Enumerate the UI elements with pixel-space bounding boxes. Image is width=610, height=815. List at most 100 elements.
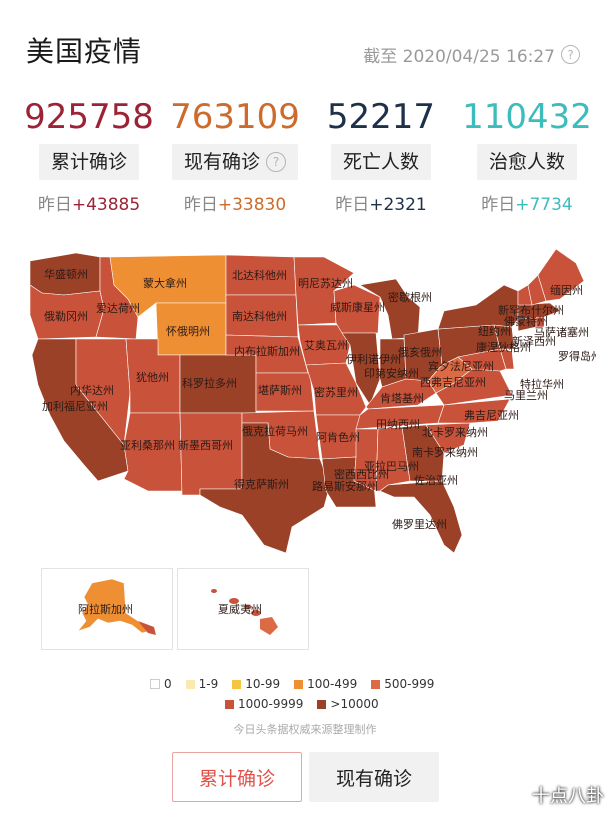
legend-swatch xyxy=(317,699,327,709)
state-label: 俄亥俄州 xyxy=(398,345,442,359)
state-missouri[interactable] xyxy=(305,362,367,416)
state-label: 得克萨斯州 xyxy=(234,478,289,491)
legend-item: 500-999 xyxy=(371,677,434,691)
state-label: 康涅狄格州 xyxy=(476,340,531,354)
state-label: 夏威夷州 xyxy=(218,603,262,616)
header: 美国疫情 截至 2020/04/25 16:27 ? xyxy=(0,0,610,80)
state-georgia[interactable] xyxy=(401,424,445,482)
state-label: 马萨诸塞州 xyxy=(534,325,589,339)
state-label: 佛罗里达州 xyxy=(392,518,447,531)
state-label: 蒙大拿州 xyxy=(143,276,187,290)
stat-label: 累计确诊 xyxy=(38,144,139,180)
state-maine[interactable] xyxy=(537,248,585,302)
state-wisconsin[interactable] xyxy=(333,284,381,334)
question-circle-icon[interactable]: ? xyxy=(561,45,580,64)
stat-value: 925758 xyxy=(24,97,154,137)
stat-delta-prefix: 昨日 xyxy=(335,195,370,215)
state-new-mexico[interactable] xyxy=(179,412,243,496)
state-mississippi[interactable] xyxy=(353,428,379,492)
state-label: 路易斯安那州 xyxy=(312,479,378,493)
stat-delta-prefix: 昨日 xyxy=(481,195,516,215)
state-label: 加利福尼亚州 xyxy=(42,399,108,413)
hawaii-map[interactable]: 夏威夷州 xyxy=(178,569,308,649)
state-label: 威斯康星州 xyxy=(330,300,385,314)
alaska-map[interactable]: 阿拉斯加州 xyxy=(42,569,172,649)
legend-label: >10000 xyxy=(330,697,379,711)
stat-label: 治愈人数 xyxy=(476,144,577,180)
state-nevada[interactable] xyxy=(75,338,131,446)
state-label: 亚拉巴马州 xyxy=(364,459,419,473)
state-label: 南卡罗来纳州 xyxy=(412,446,478,459)
state-label: 阿肯色州 xyxy=(316,430,360,444)
state-massachusetts[interactable] xyxy=(517,302,561,320)
hawaii-island xyxy=(229,598,239,604)
alaska-inset[interactable]: 阿拉斯加州 xyxy=(41,568,173,650)
watermark: 十点八卦 xyxy=(532,786,604,807)
state-label: 亚利桑那州 xyxy=(120,439,175,452)
state-label: 佐治亚州 xyxy=(414,473,458,487)
state-label: 阿拉斯加州 xyxy=(78,602,133,616)
current-confirmed-button[interactable]: 现有确诊 xyxy=(309,752,439,802)
state-maryland[interactable] xyxy=(457,348,507,372)
stat-label: 死亡人数 xyxy=(330,144,431,180)
legend-swatch xyxy=(371,679,381,689)
state-north-carolina[interactable] xyxy=(437,398,511,424)
state-label: 密西西比州 xyxy=(334,467,389,481)
stat-delta-value: +33830 xyxy=(217,195,287,215)
us-map[interactable]: 华盛顿州 蒙大拿州 北达科他州 明尼苏达州 缅因州 俄勒冈州 爱达荷州 怀俄明州… xyxy=(24,245,596,565)
stat-delta: 昨日+43885 xyxy=(38,190,140,215)
state-label: 肯塔基州 xyxy=(380,392,424,405)
cumulative-confirmed-button[interactable]: 累计确诊 xyxy=(172,752,302,802)
state-label: 北达科他州 xyxy=(232,268,287,282)
stat-delta: 昨日+33830 xyxy=(184,190,286,215)
state-label: 内布拉斯加州 xyxy=(234,344,300,358)
state-label: 罗得岛州 xyxy=(558,349,596,363)
stat-label: 现有确诊? xyxy=(171,144,298,180)
legend-swatch xyxy=(185,679,195,689)
legend-item: >10000 xyxy=(317,697,379,711)
stat-value: 110432 xyxy=(462,97,592,137)
state-label: 北卡罗来纳州 xyxy=(422,426,488,439)
state-florida[interactable] xyxy=(379,480,463,554)
page-title: 美国疫情 xyxy=(26,35,143,68)
stat-value: 52217 xyxy=(326,97,436,137)
state-label: 印第安纳州 xyxy=(364,366,419,380)
stats-row: 925758 累计确诊 昨日+43885 763109 现有确诊? 昨日+338… xyxy=(18,94,598,215)
state-hawaii[interactable] xyxy=(260,617,278,635)
state-label: 科罗拉多州 xyxy=(182,376,237,390)
state-label: 怀俄明州 xyxy=(166,325,210,338)
stat-recovered: 110432 治愈人数 昨日+7734 xyxy=(456,94,598,215)
stat-delta-value: +2321 xyxy=(369,195,427,215)
timestamp-text: 截至 2020/04/25 16:27 xyxy=(363,47,555,67)
legend-swatch xyxy=(150,679,160,689)
legend-item: 1-9 xyxy=(185,677,218,691)
legend-label: 0 xyxy=(164,677,172,691)
state-alaska[interactable] xyxy=(77,578,151,634)
legend-item: 10-99 xyxy=(232,677,280,691)
hawaii-island xyxy=(211,589,217,593)
stat-delta-value: +7734 xyxy=(515,195,573,215)
state-arizona[interactable] xyxy=(123,412,183,492)
map-legend: 0 1-9 10-99 100-499 500-999 1000-9999 >1… xyxy=(150,674,470,714)
state-texas[interactable] xyxy=(199,422,331,554)
stat-deaths: 52217 死亡人数 昨日+2321 xyxy=(310,94,452,215)
state-south-carolina[interactable] xyxy=(425,422,471,454)
hawaii-island xyxy=(244,605,252,609)
state-label: 缅因州 xyxy=(550,283,583,297)
legend-label: 500-999 xyxy=(384,677,435,691)
stat-value: 763109 xyxy=(170,97,300,137)
stat-delta: 昨日+2321 xyxy=(335,190,427,215)
state-label: 犹他州 xyxy=(136,371,169,384)
stat-label-text: 现有确诊 xyxy=(183,151,260,173)
legend-label: 100-499 xyxy=(307,677,358,691)
state-label: 宾夕法尼亚州 xyxy=(428,359,494,373)
state-label: 南达科他州 xyxy=(232,309,287,323)
state-label: 伊利诺伊州 xyxy=(346,353,401,366)
state-delaware[interactable] xyxy=(499,348,515,370)
state-label: 新墨西哥州 xyxy=(178,438,233,452)
question-circle-icon[interactable]: ? xyxy=(266,152,286,172)
state-label: 华盛顿州 xyxy=(44,267,88,281)
hawaii-inset[interactable]: 夏威夷州 xyxy=(177,568,309,650)
legend-item: 1000-9999 xyxy=(225,697,303,711)
state-label: 纽约州 xyxy=(478,324,511,338)
